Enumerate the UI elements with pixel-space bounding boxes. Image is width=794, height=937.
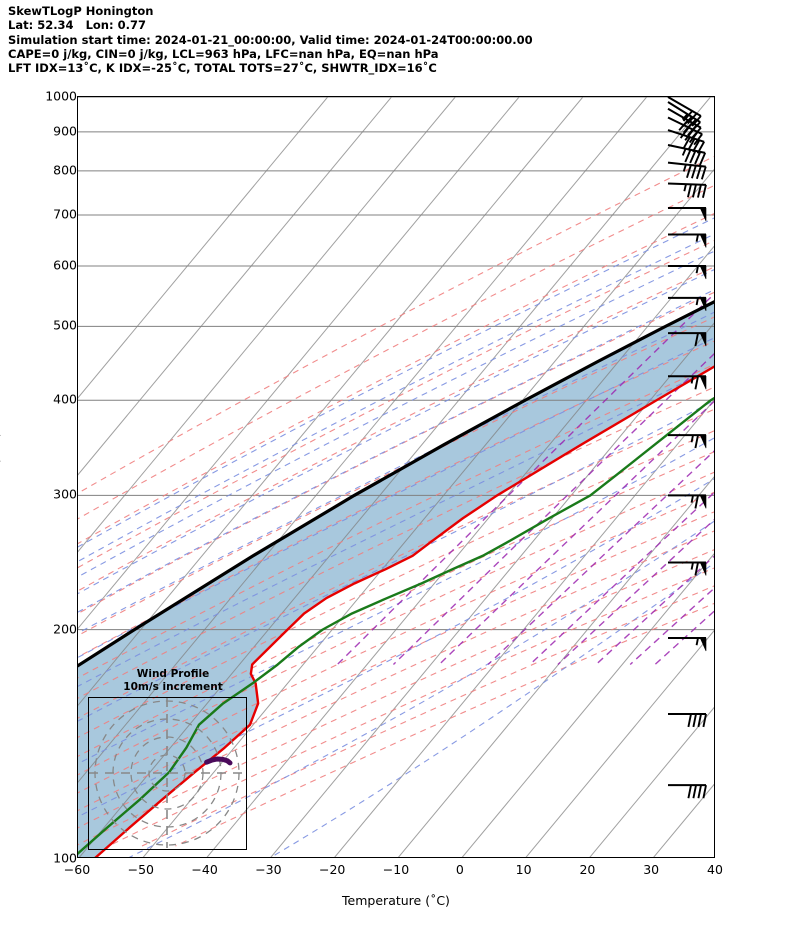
hodograph-box[interactable] <box>88 697 247 850</box>
hodograph-crosshair <box>89 698 245 848</box>
dewpoint-curve <box>78 396 714 855</box>
x-tick--40: −40 <box>191 862 218 877</box>
isobar-gridlines <box>78 97 714 631</box>
x-axis-label: Temperature (˚C) <box>342 893 450 908</box>
x-tick--60: −60 <box>63 862 91 877</box>
y-axis-label: Pressure (hPa) <box>0 432 2 522</box>
hodograph-trace <box>204 756 233 766</box>
wind-profile-inset[interactable]: Wind Profile 10m/s increment <box>88 668 258 858</box>
x-tick--20: −20 <box>318 862 346 877</box>
wind-profile-title-line2: 10m/s increment <box>123 681 223 693</box>
hodograph-svg <box>89 698 245 848</box>
isotherm-lines <box>78 97 714 857</box>
moist-adiabat-lines <box>78 217 714 857</box>
time-line: Simulation start time: 2024-01-21_00:00:… <box>8 32 533 47</box>
x-tick--10: −10 <box>382 862 410 877</box>
y-tick-800: 800 <box>53 162 77 178</box>
y-tick-600: 600 <box>53 257 77 273</box>
cape-shaded-region <box>78 301 714 857</box>
x-tick-20: 20 <box>579 862 596 877</box>
header-text-block: SkewTLogP Honington Lat: 52.34 Lon: 0.77… <box>8 4 788 75</box>
title-line: SkewTLogP Honington <box>8 4 154 18</box>
x-tick--30: −30 <box>255 862 282 877</box>
y-tick-100: 100 <box>53 850 77 866</box>
stability-indices-line: LFT IDX=13˚C, K IDX=-25˚C, TOTAL TOTS=27… <box>8 61 437 76</box>
x-tick-30: 30 <box>643 862 660 877</box>
x-tick-10: 10 <box>515 862 532 877</box>
temperature-curve <box>94 365 714 857</box>
y-tick-1000: 1000 <box>45 88 77 104</box>
wind-barb-column <box>667 97 707 799</box>
x-tick--50: −50 <box>127 862 154 877</box>
cape-indices-line: CAPE=0 j/kg, CIN=0 j/kg, LCL=963 hPa, LF… <box>8 46 439 61</box>
y-tick-400: 400 <box>53 391 77 407</box>
y-tick-500: 500 <box>53 317 77 333</box>
x-tick-0: 0 <box>455 862 464 877</box>
y-tick-900: 900 <box>53 123 77 139</box>
wind-profile-title-line1: Wind Profile <box>136 668 210 680</box>
y-tick-300: 300 <box>53 486 77 502</box>
y-tick-700: 700 <box>53 206 77 222</box>
latlon-line: Lat: 52.34 Lon: 0.77 <box>8 18 146 33</box>
skewt-plot-svg <box>78 97 714 857</box>
skewt-plot-area[interactable] <box>77 96 715 858</box>
y-tick-200: 200 <box>53 621 77 637</box>
x-tick-40: 40 <box>707 862 723 877</box>
parcel-path-curve <box>78 300 714 668</box>
